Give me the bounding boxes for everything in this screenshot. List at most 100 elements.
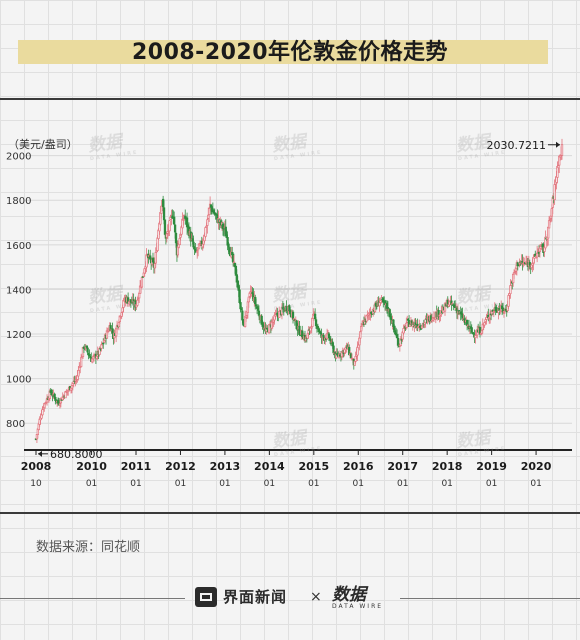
y-axis-unit-label: （美元/盎司） xyxy=(8,137,78,151)
jiemian-logo-icon xyxy=(195,586,217,607)
chart-title: 2008-2020年伦敦金价格走势 xyxy=(131,40,449,65)
x-tick-month: 01 xyxy=(264,479,275,489)
candle-body xyxy=(206,219,209,226)
x-tick-month: 01 xyxy=(308,479,319,489)
candle-body xyxy=(553,184,556,201)
candle-body xyxy=(247,296,250,303)
candle-body xyxy=(162,207,166,221)
x-tick-year: 2018 xyxy=(432,460,463,473)
x-tick-year: 2020 xyxy=(521,460,552,473)
y-tick-label: 1000 xyxy=(6,375,31,386)
candle-body xyxy=(528,262,531,266)
candle-body xyxy=(102,342,105,345)
x-tick-month: 01 xyxy=(486,479,497,489)
candle-body xyxy=(204,227,207,237)
y-tick-label: 1400 xyxy=(6,285,31,296)
candle-body xyxy=(227,243,230,248)
times-sign: × xyxy=(310,589,322,605)
bottom-divider xyxy=(0,512,580,514)
candle-body xyxy=(163,219,167,235)
annotation-arrowhead xyxy=(556,141,560,148)
x-tick-year: 2008 xyxy=(21,460,52,473)
x-tick-year: 2016 xyxy=(343,460,374,473)
candle-body xyxy=(310,326,313,329)
brand-name: 界面新闻 xyxy=(223,588,288,606)
candle-body xyxy=(241,310,244,321)
y-tick-label: 800 xyxy=(6,419,25,430)
candle-body xyxy=(140,277,144,288)
candle-body xyxy=(509,285,512,295)
x-tick-year: 2012 xyxy=(165,460,196,473)
candle-body xyxy=(168,220,171,232)
candle-body xyxy=(474,335,477,339)
y-tick-label: 1200 xyxy=(6,330,31,341)
candle-body xyxy=(208,208,211,215)
x-tick-month: 10 xyxy=(30,479,42,489)
footer-rule-right xyxy=(400,598,580,599)
candles xyxy=(34,138,564,444)
jiemian-brand: 界面新闻 xyxy=(195,586,287,607)
source-note: 数据来源：同花顺 xyxy=(36,540,141,555)
annotations: 2030.7211 680.8000 xyxy=(38,139,560,461)
candle-body xyxy=(316,326,320,329)
x-tick-month: 01 xyxy=(175,479,186,489)
x-tick-month: 01 xyxy=(130,479,141,489)
candlestick-chart: 800 1000 1200 1400 1600 1800 2000 2030.7211 680… xyxy=(6,137,572,489)
candle-body xyxy=(314,319,318,327)
candle-body xyxy=(257,310,261,316)
candle-body xyxy=(174,233,178,244)
x-tick-month: 01 xyxy=(219,479,230,489)
candle-body xyxy=(182,219,185,221)
footer-rule-left xyxy=(0,598,185,599)
candle-body xyxy=(41,409,44,416)
candle-body xyxy=(289,309,292,315)
candle-body xyxy=(173,224,177,233)
candle-body xyxy=(544,236,547,249)
top-divider xyxy=(0,98,580,100)
candle-body xyxy=(359,331,362,339)
x-tick-year: 2019 xyxy=(476,460,507,473)
candle-body xyxy=(560,144,564,156)
candle-body xyxy=(179,234,182,238)
x-tick-year: 2013 xyxy=(210,460,241,473)
x-tick-year: 2011 xyxy=(121,460,152,473)
candle-body xyxy=(173,216,176,225)
candle-body xyxy=(86,347,89,353)
datawire-logo-sub: DATA WIRE xyxy=(332,603,384,610)
x-tick-year: 2017 xyxy=(387,460,418,473)
candle-body xyxy=(547,227,550,239)
x-tick-month: 01 xyxy=(353,479,364,489)
title-highlight xyxy=(18,40,548,64)
candle-body xyxy=(178,238,181,246)
y-tick-label: 1600 xyxy=(6,241,31,252)
candle-body xyxy=(360,324,364,327)
annotation-label: 680.8000 xyxy=(50,448,103,461)
candle-body xyxy=(313,313,317,320)
candle-body xyxy=(492,311,495,313)
y-tick-label: 1800 xyxy=(6,196,31,207)
x-tick-year: 2010 xyxy=(76,460,107,473)
datawire-logo: 数据 DATA WIRE xyxy=(332,580,388,610)
candle-body xyxy=(117,322,121,328)
candle-body xyxy=(79,357,83,367)
x-axis-labels: 2008 10 2010 01 2011 01 2012 01 2013 01 2014 01 2015… xyxy=(21,450,552,489)
candle-body xyxy=(470,327,473,333)
annotation-arrowhead xyxy=(38,450,42,457)
y-axis-labels: 800 1000 1200 1400 1600 1800 2000 xyxy=(6,152,31,431)
x-tick-year: 2015 xyxy=(299,460,330,473)
x-tick-month: 01 xyxy=(530,479,541,489)
candle-body xyxy=(420,325,424,329)
x-tick-month: 01 xyxy=(397,479,408,489)
x-tick-month: 01 xyxy=(441,479,452,489)
candle-body xyxy=(356,346,359,356)
candle-body xyxy=(485,317,488,320)
candle-body xyxy=(45,397,49,403)
candle-body xyxy=(255,304,258,307)
x-tick-month: 01 xyxy=(86,479,97,489)
y-tick-label: 2000 xyxy=(6,152,31,163)
candle-body xyxy=(327,333,331,339)
candle-body xyxy=(483,322,486,326)
candle-body xyxy=(154,252,157,264)
datawire-logo-text: 数据 xyxy=(332,585,366,605)
annotation-label: 2030.7211 xyxy=(487,139,547,152)
